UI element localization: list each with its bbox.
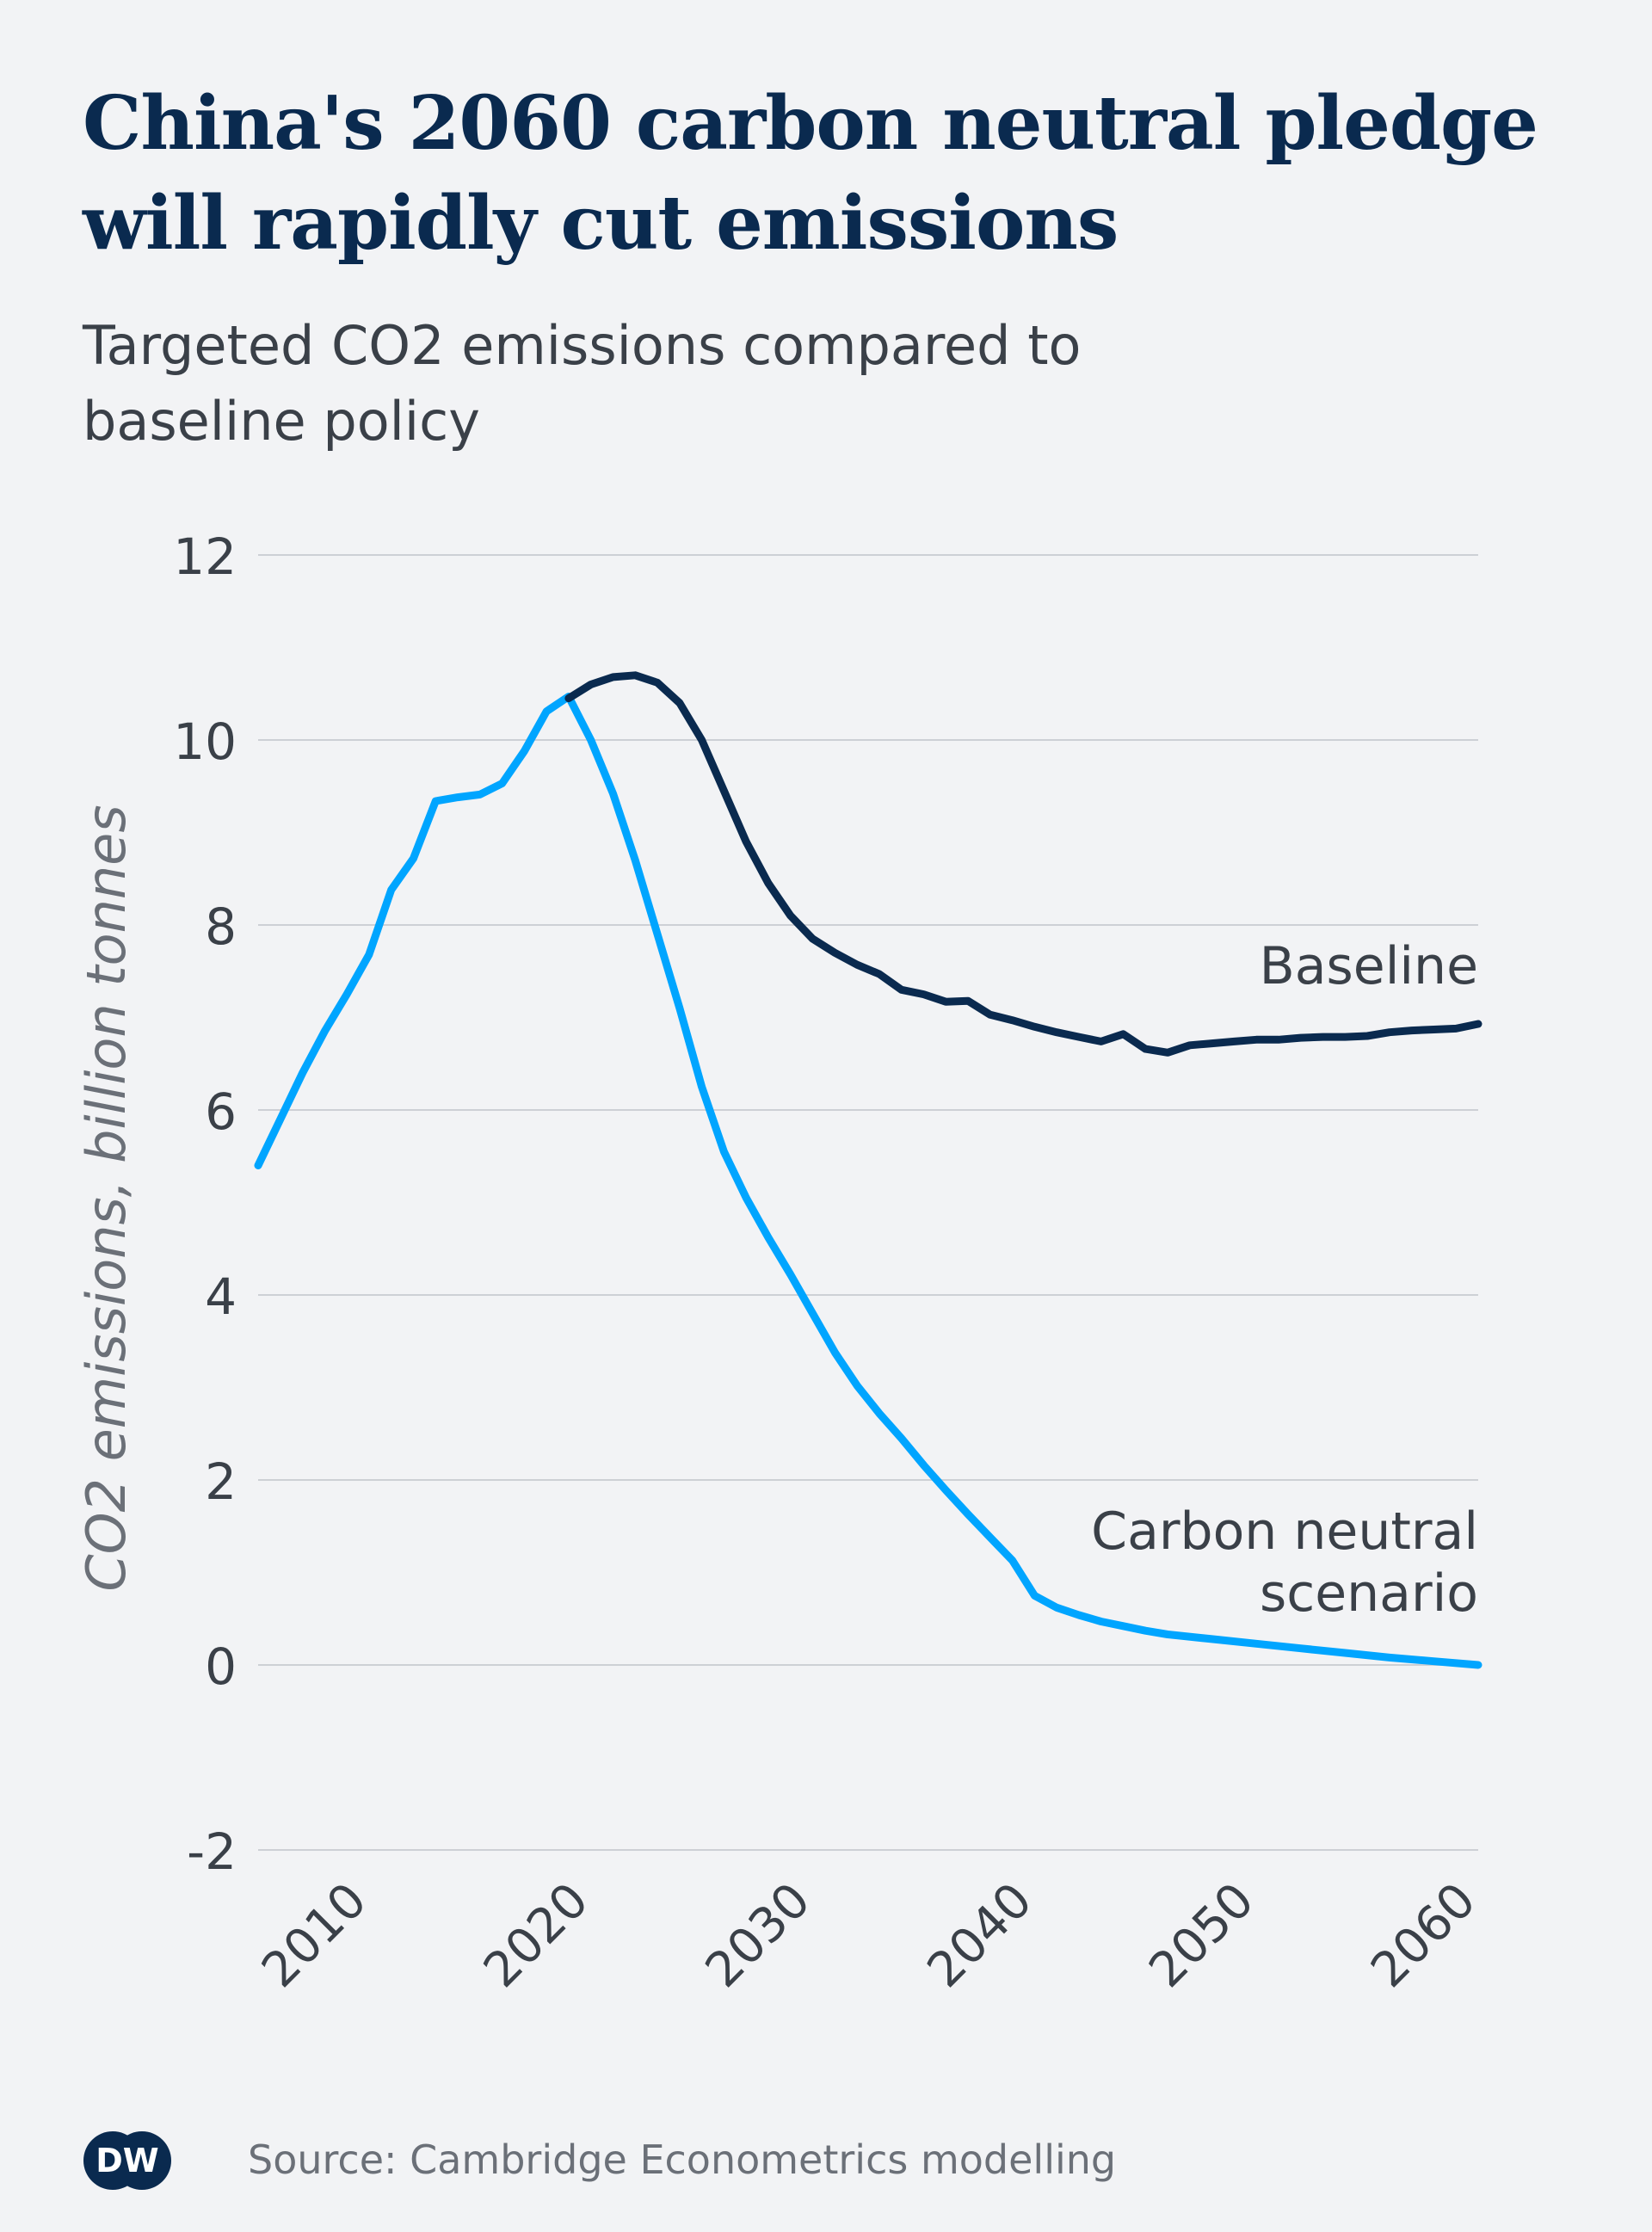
x-tick-label: 2050 — [1138, 1872, 1265, 1999]
y-tick-labels: -2 0 2 4 6 8 10 12 — [173, 527, 237, 1881]
y-tick-label: 2 — [205, 1452, 237, 1511]
x-tick-label: 2040 — [917, 1872, 1044, 1999]
y-tick-label: 6 — [205, 1082, 237, 1141]
y-tick-label: 0 — [205, 1637, 237, 1696]
x-tick-label: 2060 — [1360, 1872, 1487, 1999]
source-note: Source: Cambridge Econometrics modelling — [248, 2136, 1117, 2183]
y-tick-label: 8 — [205, 897, 237, 956]
dw-logo-text: DW — [96, 2142, 158, 2180]
carbon-neutral-label: Carbon neutral — [1091, 1501, 1478, 1562]
x-tick-label: 2030 — [695, 1872, 822, 1999]
y-axis-label: CO2 emissions, billion tonnes — [75, 805, 138, 1591]
series-lines — [254, 671, 1482, 1669]
y-tick-label: 10 — [173, 712, 237, 771]
carbon-neutral-line — [254, 693, 1482, 1669]
y-tick-label: 12 — [173, 527, 237, 586]
baseline-line — [564, 671, 1482, 1057]
y-tick-label: 4 — [205, 1267, 237, 1326]
y-tick-label: -2 — [187, 1822, 237, 1881]
x-tick-label: 2020 — [473, 1872, 600, 1999]
x-tick-label: 2010 — [251, 1872, 378, 1999]
x-tick-labels: 2010 2020 2030 2040 2050 2060 — [251, 1872, 1487, 1999]
dw-logo: DW — [83, 2131, 171, 2190]
carbon-neutral-label: scenario — [1260, 1563, 1478, 1624]
chart-title: China's 2060 carbon neutral pledge will … — [83, 80, 1538, 267]
baseline-label: Baseline — [1260, 936, 1478, 996]
chart-subtitle: Targeted CO2 emissions compared to basel… — [83, 314, 1082, 453]
gridlines — [258, 554, 1478, 1851]
